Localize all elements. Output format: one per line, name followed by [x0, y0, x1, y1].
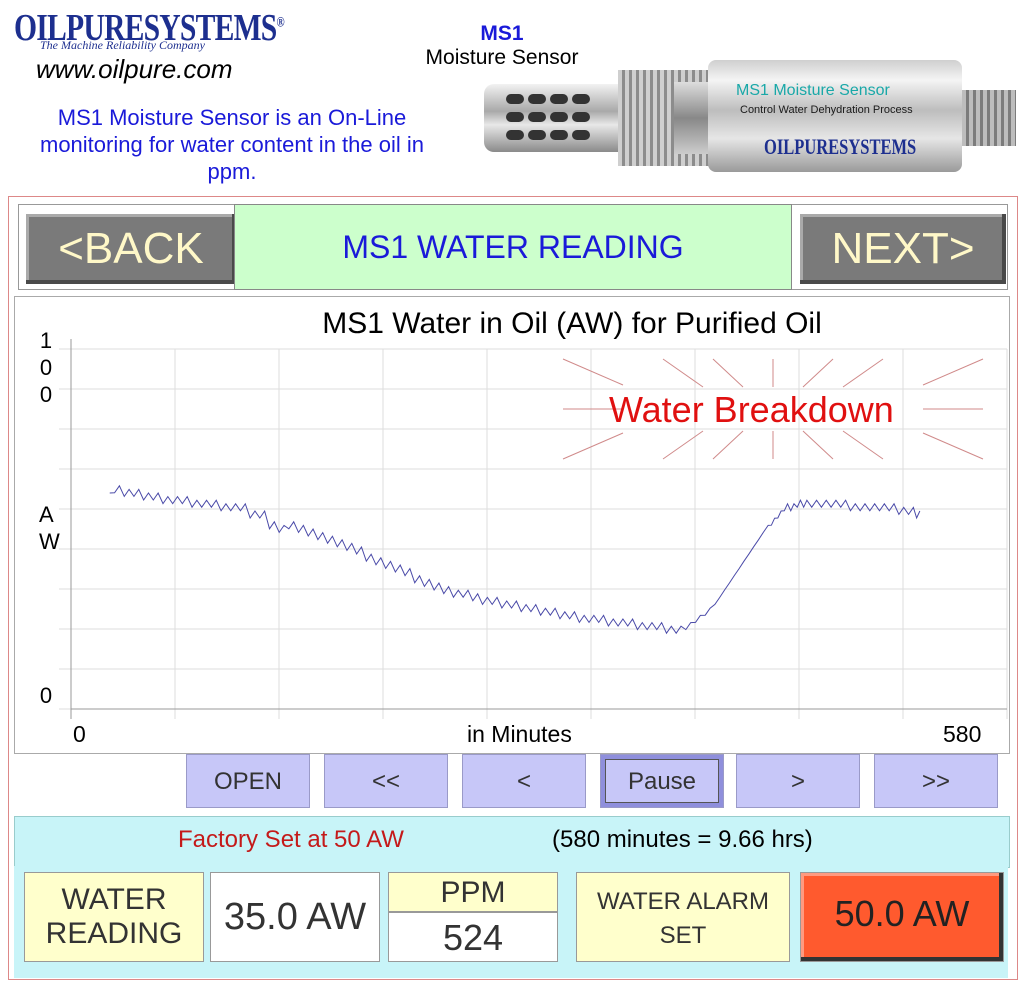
sensor-connector	[962, 90, 1016, 146]
chart-plot	[59, 339, 1008, 719]
product-code: MS1	[480, 22, 524, 45]
sensor-hex-nut	[674, 82, 710, 154]
rewind-fast-button[interactable]: <<	[324, 754, 448, 808]
x-tick-min: 0	[73, 721, 86, 747]
pause-button[interactable]: Pause	[600, 754, 724, 808]
product-name: Moisture Sensor	[425, 46, 579, 69]
chart-title: MS1 Water in Oil (AW) for Purified Oil	[322, 307, 822, 340]
x-tick-max: 580	[943, 721, 982, 747]
breakdown-ray	[712, 430, 744, 460]
breakdown-ray	[562, 358, 624, 386]
next-button[interactable]: NEXT>	[800, 214, 1006, 284]
info-bar	[14, 816, 1010, 868]
sensor-body	[708, 60, 962, 172]
rewind-button[interactable]: <	[462, 754, 586, 808]
ppm-value: 524	[388, 912, 558, 962]
water-alarm-label: WATER ALARM SET	[576, 872, 790, 962]
minutes-note: (580 minutes = 9.66 hrs)	[552, 826, 813, 853]
breakdown-ray	[662, 430, 704, 460]
forward-button[interactable]: >	[736, 754, 860, 808]
breakdown-ray	[842, 430, 884, 460]
screen-title: MS1 WATER READING	[234, 204, 792, 290]
factory-set-text: Factory Set at 50 AW	[178, 826, 404, 853]
logo-tagline: The Machine Reliability Company	[40, 38, 205, 52]
breakdown-ray	[842, 358, 884, 388]
breakdown-ray	[802, 430, 834, 460]
breakdown-ray	[662, 358, 704, 388]
sensor-label-desc: Control Water Dehydration Process	[740, 104, 913, 116]
water-series-line	[109, 484, 921, 635]
logo-text: OILPURESYSTEMS	[14, 7, 277, 49]
water-breakdown-label: Water Breakdown	[609, 389, 894, 430]
breakdown-ray	[922, 432, 984, 460]
pause-button-label: Pause	[605, 759, 719, 803]
forward-fast-button[interactable]: >>	[874, 754, 998, 808]
sensor-label-name: MS1 Moisture Sensor	[736, 82, 890, 99]
back-button[interactable]: <BACK	[26, 214, 236, 284]
breakdown-ray	[562, 432, 624, 460]
website-link[interactable]: www.oilpure.com	[36, 54, 233, 84]
water-reading-value: 35.0 AW	[210, 872, 380, 962]
ppm-label: PPM	[388, 872, 558, 912]
y-tick-min: 0	[39, 683, 53, 708]
sensor-label-brand: OILPURESYSTEMS	[764, 134, 917, 159]
company-logo: OILPURESYSTEMS®	[14, 6, 285, 50]
intro-text: MS1 Moisture Sensor is an On-Line monito…	[40, 105, 424, 184]
x-axis-label: in Minutes	[467, 721, 572, 747]
breakdown-ray	[802, 358, 834, 388]
logo-registered-mark: ®	[276, 15, 285, 31]
breakdown-ray	[712, 358, 744, 388]
sensor-image: MS1 Moisture Sensor Control Water Dehydr…	[484, 60, 1020, 178]
sensor-probe	[484, 84, 618, 152]
water-alarm-value[interactable]: 50.0 AW	[800, 872, 1004, 962]
breakdown-ray	[922, 358, 984, 386]
water-reading-label: WATER READING	[24, 872, 204, 962]
water-chart: MS1 Water in Oil (AW) for Purified Oil 1…	[14, 296, 1010, 754]
open-button[interactable]: OPEN	[186, 754, 310, 808]
